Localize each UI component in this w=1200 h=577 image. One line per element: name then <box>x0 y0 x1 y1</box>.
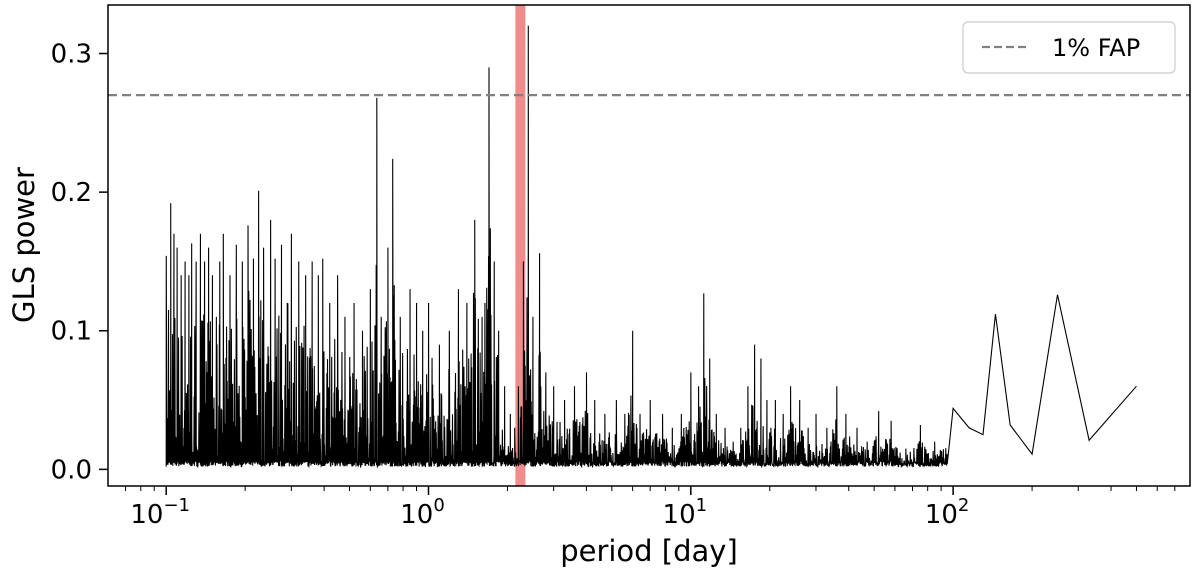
series-line <box>165 25 1137 469</box>
y-tick-label: 0.0 <box>51 455 92 485</box>
x-tick-label: 101 <box>663 495 708 530</box>
x-tick-label: 10−1 <box>130 495 190 530</box>
y-tick-label: 0.2 <box>51 178 92 208</box>
legend: 1% FAP <box>962 21 1176 74</box>
highlight-band <box>515 5 526 486</box>
legend-box <box>962 21 1176 74</box>
plot-frame <box>107 4 1191 487</box>
x-tick-label: 102 <box>925 495 970 530</box>
x-axis-label: period [day] <box>560 534 738 568</box>
legend-fap-label: 1% FAP <box>1052 34 1140 62</box>
y-tick-label: 0.1 <box>51 317 92 347</box>
x-tick-label: 100 <box>400 495 445 530</box>
y-tick-label: 0.3 <box>51 40 92 70</box>
y-axis-label: GLS power <box>7 167 41 323</box>
